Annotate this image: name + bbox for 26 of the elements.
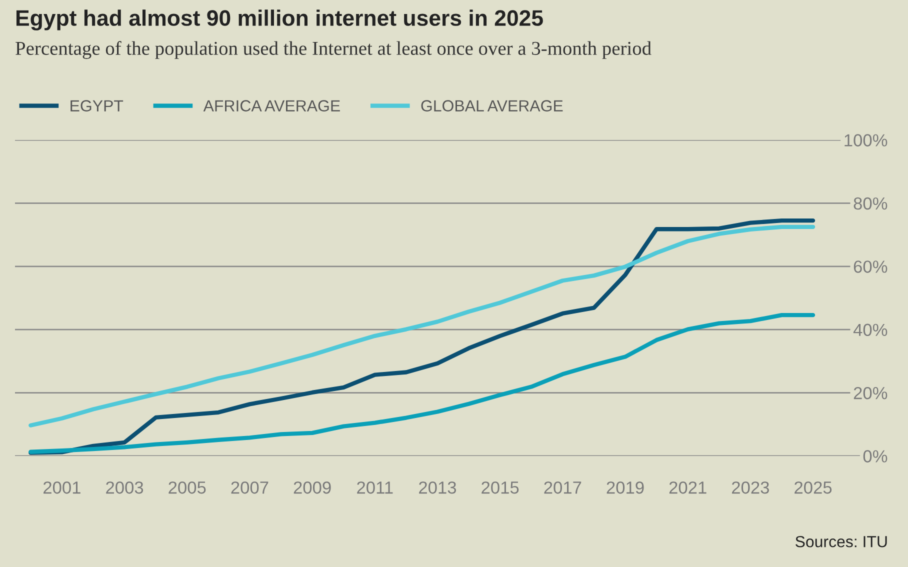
x-tick-label: 2015 [482, 481, 519, 494]
source-note: Sources: ITU [796, 536, 887, 548]
x-tick-label: 2001 [44, 481, 80, 494]
x-tick-label: 2007 [231, 481, 268, 494]
legend-label: GLOBAL AVERAGE [421, 100, 563, 112]
x-tick-label: 2017 [544, 481, 582, 494]
x-tick-label: 2009 [294, 481, 331, 494]
x-tick-label: 2013 [419, 481, 456, 494]
legend-label: AFRICA AVERAGE [203, 100, 340, 112]
chart-title: Egypt had almost 90 million internet users in 2025 [16, 10, 543, 30]
y-tick-label: 0% [863, 450, 888, 462]
x-tick-label: 2011 [357, 481, 393, 494]
line-series [28, 312, 816, 454]
legend-label: EGYPT [70, 100, 124, 112]
x-tick-label: 2019 [606, 481, 644, 494]
x-tick-label: 2025 [794, 481, 832, 494]
y-tick-label: 60% [854, 260, 888, 273]
x-tick-label: 2005 [168, 481, 206, 494]
x-tick-label: 2003 [106, 481, 144, 494]
y-tick-label: 100% [844, 134, 888, 146]
x-tick-label: 2021 [669, 481, 706, 494]
x-tick-label: 2023 [732, 481, 769, 494]
y-tick-label: 40% [853, 324, 888, 336]
chart-subtitle: Percentage of the population used the Internet at least once over a 3-month period [16, 41, 652, 59]
y-tick-label: 80% [854, 197, 888, 210]
y-tick-label: 20% [854, 386, 888, 400]
